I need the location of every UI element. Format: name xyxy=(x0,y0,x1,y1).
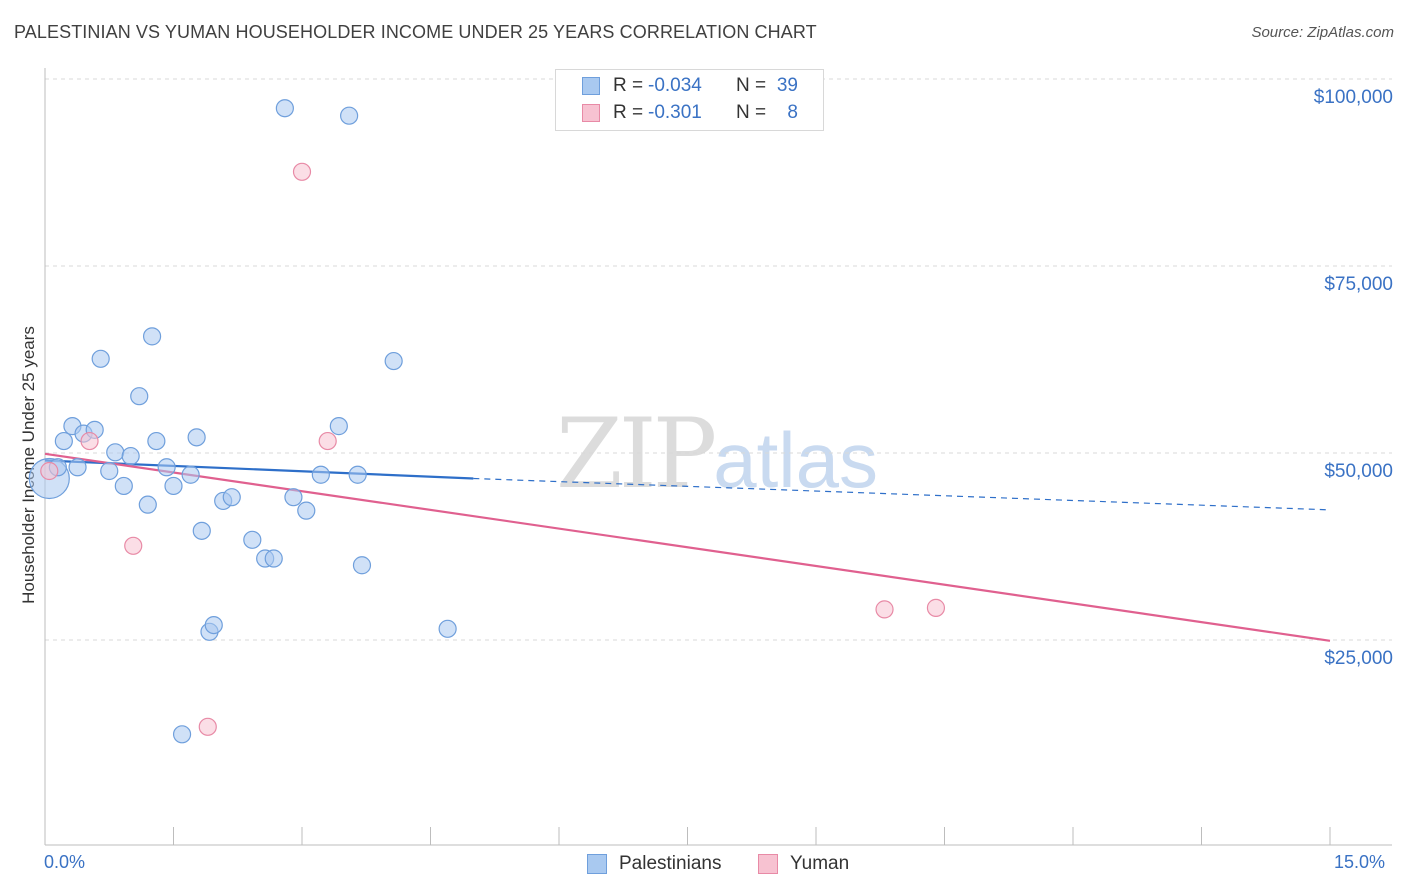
axis-layer xyxy=(44,68,1392,846)
point-palestinians xyxy=(348,465,367,484)
point-palestinians xyxy=(340,106,359,125)
chart-title: PALESTINIAN VS YUMAN HOUSEHOLDER INCOME … xyxy=(14,22,817,42)
point-yuman xyxy=(80,431,99,451)
legend-n-label: N = xyxy=(736,75,767,96)
point-yuman xyxy=(40,461,59,481)
point-palestinians xyxy=(106,443,125,462)
point-palestinians xyxy=(157,458,176,477)
x-axis-min-label: 0.0% xyxy=(44,852,86,872)
point-palestinians xyxy=(297,501,316,520)
series-swatch-palestinians xyxy=(587,854,607,874)
x-axis-max-label: 15.0% xyxy=(1334,852,1386,872)
series-swatch-yuman xyxy=(758,854,778,874)
point-yuman xyxy=(198,717,217,736)
point-palestinians xyxy=(130,387,149,406)
point-palestinians xyxy=(142,327,162,346)
point-palestinians xyxy=(121,446,140,466)
point-palestinians xyxy=(275,99,294,118)
trend-line-palestinians-extension xyxy=(473,477,1331,511)
point-yuman xyxy=(318,431,337,451)
point-palestinians xyxy=(100,461,119,481)
legend-swatch-palestinians xyxy=(582,77,600,95)
point-palestinians xyxy=(172,725,192,744)
legend-n-value: 8 xyxy=(787,102,798,123)
series-label-palestinians: Palestinians xyxy=(619,853,722,874)
legend-row-palestinians: R = -0.034 N = 39 xyxy=(556,73,823,100)
point-palestinians xyxy=(138,495,157,514)
point-palestinians xyxy=(54,431,73,451)
series-label-yuman: Yuman xyxy=(790,853,850,874)
trend-line-layer xyxy=(44,452,1331,642)
legend-n-value: 39 xyxy=(776,75,798,96)
point-palestinians xyxy=(438,619,457,638)
y-tick-label: $75,000 xyxy=(1324,274,1393,295)
source-credit: Source: ZipAtlas.com xyxy=(1251,24,1394,41)
point-palestinians xyxy=(114,476,133,496)
point-yuman xyxy=(124,536,143,555)
legend-n-label: N = xyxy=(736,102,767,123)
point-yuman xyxy=(875,600,894,619)
point-palestinians xyxy=(284,488,303,507)
legend-row-yuman: R = -0.301 N = 8 xyxy=(556,100,823,127)
legend-r-value: -0.034 xyxy=(648,75,702,96)
tick-label-layer: $25,000 $50,000 $75,000 $100,000 xyxy=(1314,87,1393,669)
point-palestinians xyxy=(187,428,206,447)
series-legend: Palestinians Yuman xyxy=(0,852,1406,878)
legend-r-label: R = xyxy=(613,102,644,123)
y-tick-label: $25,000 xyxy=(1324,648,1393,669)
legend-r-value: -0.301 xyxy=(648,102,702,123)
point-palestinians xyxy=(68,458,87,477)
point-palestinians xyxy=(243,530,262,549)
y-tick-label: $100,000 xyxy=(1314,87,1393,108)
point-palestinians xyxy=(222,488,241,507)
point-palestinians xyxy=(164,476,183,496)
point-yuman xyxy=(926,598,946,617)
point-palestinians xyxy=(311,465,330,484)
point-palestinians xyxy=(384,351,403,371)
point-palestinians xyxy=(181,465,200,484)
point-palestinians xyxy=(264,549,283,568)
point-palestinians xyxy=(329,417,348,436)
point-palestinians xyxy=(352,556,372,575)
point-palestinians xyxy=(91,349,110,368)
trend-line-yuman xyxy=(44,452,1331,642)
y-tick-label: $50,000 xyxy=(1324,461,1393,482)
grid-layer xyxy=(45,78,1392,641)
point-palestinians xyxy=(204,615,223,635)
correlation-legend: R = -0.034 N = 39 R = -0.301 N = 8 xyxy=(555,69,824,131)
legend-swatch-yuman xyxy=(582,104,600,122)
point-palestinians xyxy=(147,431,166,451)
point-yuman xyxy=(292,162,312,181)
point-palestinians xyxy=(192,521,211,540)
point-layer xyxy=(28,99,946,744)
legend-r-label: R = xyxy=(613,75,644,96)
